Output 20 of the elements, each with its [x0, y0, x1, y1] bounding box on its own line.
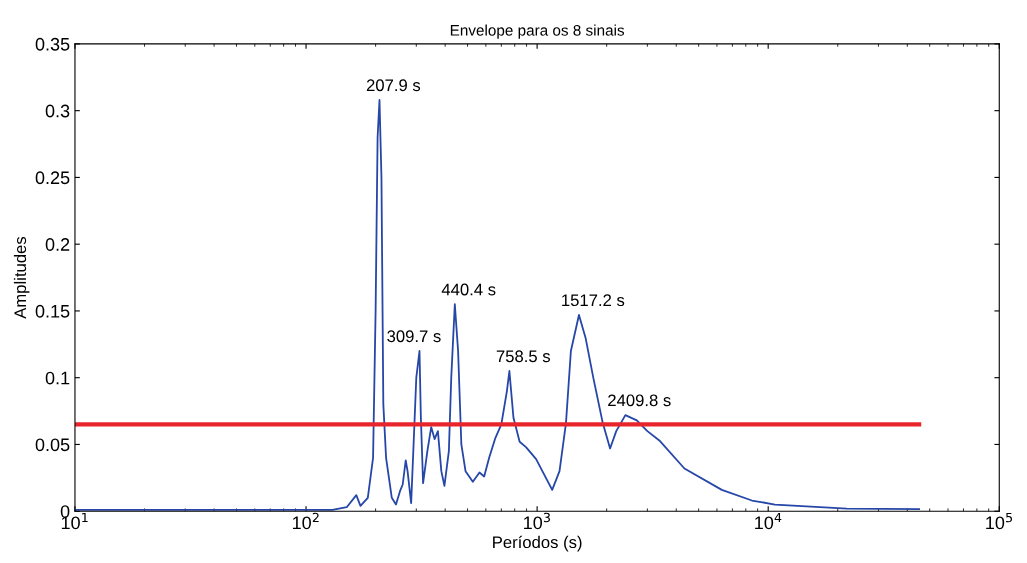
- y-tick-label: 0.3: [45, 104, 70, 118]
- annotation: 309.7 s: [387, 330, 441, 343]
- y-tick-label: 0.05: [35, 438, 70, 452]
- y-tick-label: 0.25: [35, 171, 70, 185]
- annotation: 2409.8 s: [608, 394, 671, 407]
- x-tick-label: 10$^{3}$: [524, 512, 550, 530]
- annotation: 758.5 s: [496, 350, 551, 363]
- annotation: 207.9 s: [366, 79, 421, 92]
- y-tick-label: 0.35: [35, 37, 70, 51]
- y-tick-label: 0.15: [35, 304, 70, 318]
- x-tick-label: 10$^{2}$: [292, 512, 319, 530]
- y-tick-label: 0.2: [45, 238, 70, 251]
- chart-title: Envelope para os 8 sinais: [450, 24, 625, 39]
- y-axis-title: Amplitudes: [13, 236, 30, 319]
- annotation: 1517.2 s: [562, 294, 625, 307]
- x-axis-title: Períodos (s): [493, 535, 582, 552]
- x-tick-label: 10$^{4}$: [755, 512, 782, 530]
- annotation: 440.4 s: [441, 283, 496, 296]
- y-tick-label: 0.1: [45, 371, 70, 385]
- x-tick-label: 10$^{5}$: [986, 512, 1013, 530]
